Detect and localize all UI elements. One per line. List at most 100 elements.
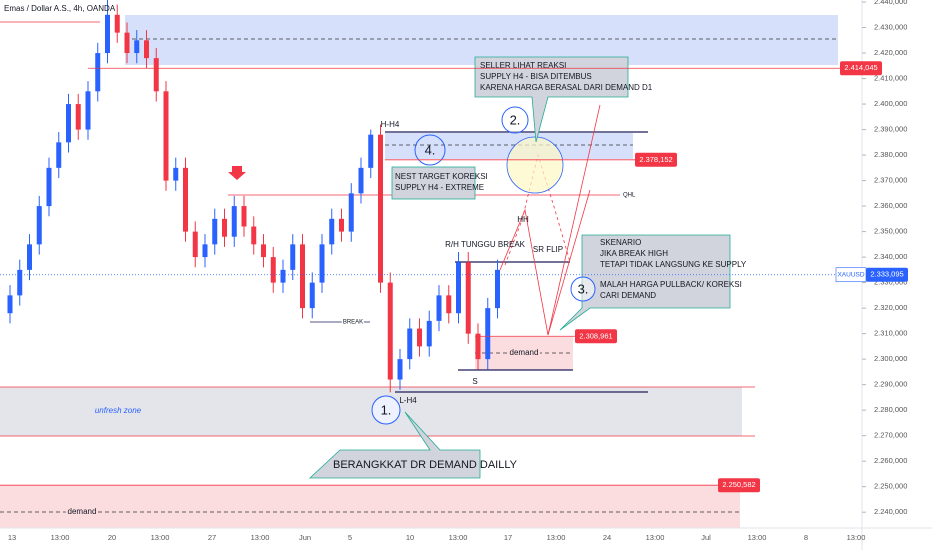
candle-body (134, 40, 140, 54)
candle-body (378, 134, 383, 283)
projection (547, 189, 591, 336)
candle-body (426, 320, 432, 347)
y-tick-label: 2.370,000 (874, 176, 907, 185)
y-tick-label: 2.250,000 (874, 482, 907, 491)
y-tick-label: 2.290,000 (874, 380, 907, 389)
annotation: 1. (381, 402, 392, 417)
x-tick-label: Jun (299, 533, 311, 542)
x-tick-label: 13:00 (847, 533, 866, 542)
candle-body (465, 262, 471, 334)
candle-body (436, 295, 442, 321)
candle-body (163, 91, 169, 181)
x-tick-label: 10 (406, 533, 414, 542)
candle-body (387, 282, 393, 380)
x-tick-label: 13:00 (51, 533, 70, 542)
price-label-box (840, 61, 882, 76)
annotation: unfresh zone (95, 406, 142, 415)
y-tick-label: 2.410,000 (874, 74, 907, 83)
candle-body (348, 193, 354, 232)
y-tick-label: 2.340,000 (874, 252, 907, 261)
annotation: 2. (510, 112, 521, 127)
candle-body (319, 244, 325, 283)
price-label: 2.378,152 (639, 155, 672, 164)
candle-body (456, 262, 461, 314)
candle-body (446, 295, 452, 314)
annotation: MALAH HARGA PULLBACK/ KOREKSI (600, 280, 742, 289)
candle-body (339, 218, 344, 232)
y-tick-label: 2.270,000 (874, 431, 907, 440)
candle-body (153, 58, 159, 92)
annotation: 3. (578, 281, 589, 296)
annotation: JIKA BREAK HIGH (600, 249, 668, 258)
y-tick-label: 2.320,000 (874, 303, 907, 312)
annotation: R/H (445, 240, 459, 249)
candle-body (261, 244, 266, 258)
x-tick-label: 5 (348, 533, 352, 542)
candle-body (309, 282, 315, 309)
candle-body (358, 167, 364, 194)
price-label: 2.308,961 (579, 331, 612, 340)
y-tick-label: 2.260,000 (874, 456, 907, 465)
chart-title: Emas / Dollar A.S., 4h, OANDA (4, 4, 116, 13)
candle-body (417, 328, 422, 347)
candle-body (7, 295, 13, 314)
annotation: SR FLIP (533, 245, 563, 254)
annotation: TUNGGU BREAK (461, 240, 526, 249)
candle-body (105, 14, 110, 54)
step-circle (371, 395, 401, 425)
y-tick-label: 2.330,000 (874, 278, 907, 287)
candle-body (290, 244, 296, 270)
x-tick-label: 17 (504, 533, 512, 542)
price-label-box (635, 152, 677, 167)
candle-body (95, 53, 101, 92)
candle-body (251, 226, 257, 245)
price-label: 2.333,095 (870, 270, 903, 279)
candle-body (36, 206, 42, 245)
candle-body (485, 308, 491, 360)
y-tick-label: 2.380,000 (874, 150, 907, 159)
candle-body (475, 333, 481, 360)
candle-body (495, 269, 500, 309)
x-tick-label: Jul (701, 533, 711, 542)
price-label-box (718, 478, 760, 493)
y-tick-label: 2.310,000 (874, 329, 907, 338)
candle-body (27, 244, 32, 270)
symbol-label: XAUUSD (837, 271, 864, 278)
candle-body (85, 91, 91, 130)
x-tick-label: 13:00 (748, 533, 767, 542)
candle-body (183, 167, 188, 232)
annotation: SUPPLY H4 - BISA DITEMBUS (480, 72, 592, 81)
annotation: BREAK (343, 320, 363, 326)
annotation: demand (510, 348, 539, 357)
annotation: 4. (425, 142, 436, 157)
candle-body (270, 257, 276, 283)
candle-body (144, 40, 149, 59)
annotation: TETAPI TIDAK LANGSUNG KE SUPPLY (600, 260, 747, 269)
candle-body (202, 244, 208, 258)
callout (474, 56, 629, 143)
candle-body (56, 142, 62, 168)
x-tick-label: 24 (603, 533, 611, 542)
target-circle (506, 136, 564, 194)
step-circle (501, 106, 529, 134)
step-circle (414, 134, 446, 166)
x-tick-label: 13:00 (251, 533, 270, 542)
y-tick-label: 2.400,000 (874, 99, 907, 108)
callout (308, 411, 481, 479)
price-label: 2.250,582 (722, 480, 755, 489)
annotation: KARENA HARGA BERASAL DARI DEMAND D1 (480, 83, 653, 92)
annotation: QHL (623, 193, 636, 199)
candle-body (231, 206, 237, 237)
candle-body (46, 167, 52, 207)
candle-body (212, 218, 218, 245)
candle-body (300, 244, 305, 309)
x-tick-label: 13:00 (547, 533, 566, 542)
y-tick-label: 2.300,000 (874, 354, 907, 363)
candle-body (192, 231, 198, 258)
annotation: SELLER LIHAT REAKSI (480, 61, 566, 70)
candle-body (75, 104, 81, 130)
candle-body (329, 218, 335, 245)
candle-body (222, 218, 227, 237)
